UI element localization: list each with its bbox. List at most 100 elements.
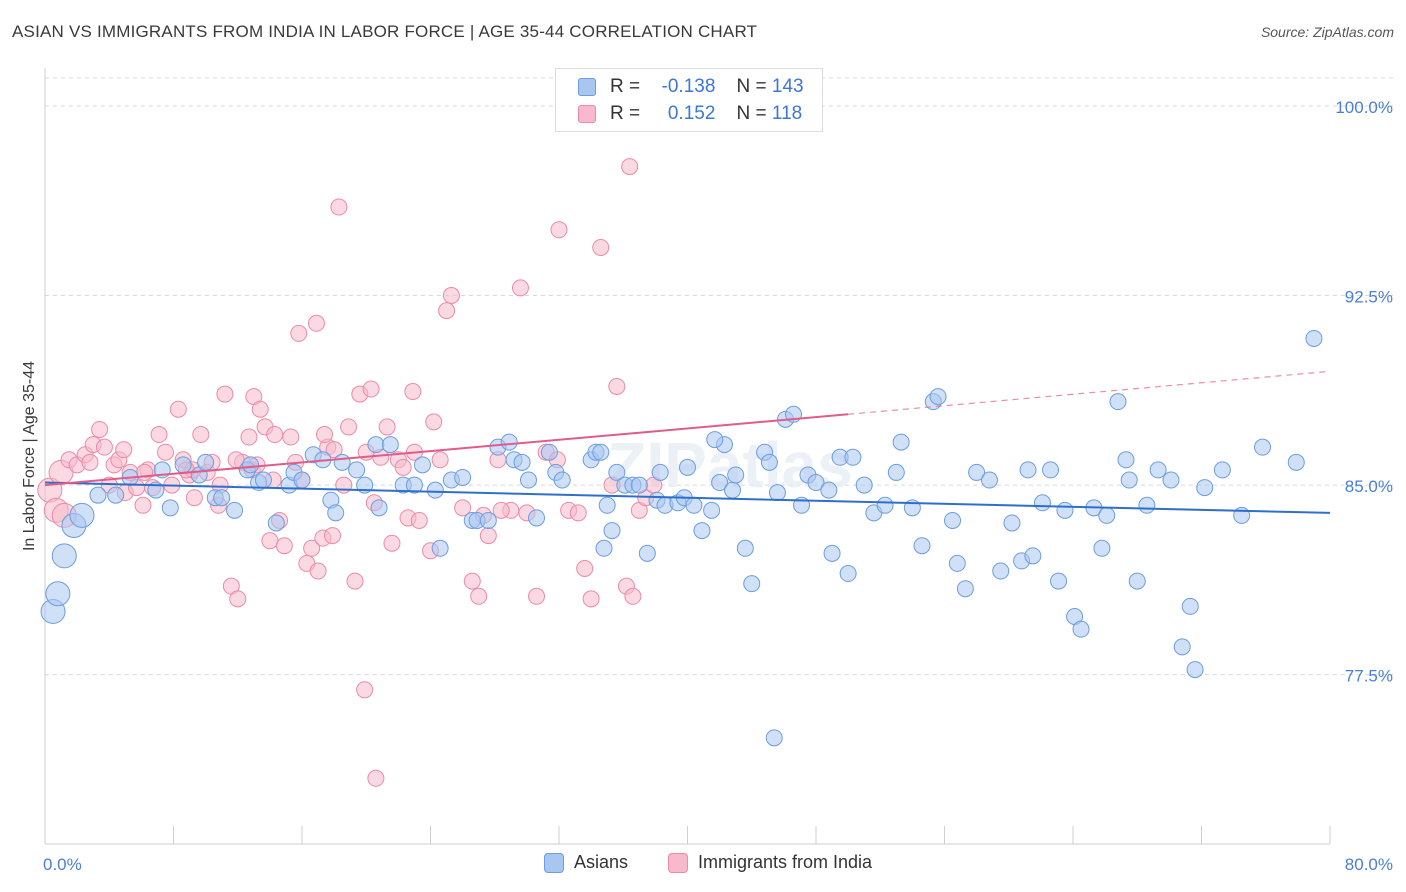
asian-point [333,453,351,471]
asian-point [1109,393,1127,411]
india-point [290,324,308,342]
asian-point [638,544,656,562]
asian-point [1003,514,1021,532]
r-label: R = [610,76,641,97]
legend-item-asians[interactable]: Asians [544,852,628,873]
asian-point [1072,620,1090,638]
asian-point [1098,506,1116,524]
asian-point [540,443,558,461]
asian-point [242,456,260,474]
asian-point [1093,539,1111,557]
india-point [216,385,234,403]
india-point [367,769,385,787]
india-point [346,572,364,590]
india-point [261,532,279,550]
r-value: -0.138 [661,76,716,97]
asian-point [760,453,778,471]
stats-legend: R = -0.138 N = 143 R = 0.152 N = 118 [555,68,823,132]
asian-point [1042,461,1060,479]
chart-title: ASIAN VS IMMIGRANTS FROM INDIA IN LABOR … [12,22,758,41]
india-point [340,418,358,436]
n-value: 118 [771,103,803,124]
india-point [115,441,133,459]
asian-point [293,471,311,489]
india-point [362,380,380,398]
asian-point [929,388,947,406]
asian-point [431,539,449,557]
stats-row-asians: R = -0.138 N = 143 [578,76,804,98]
india-swatch [578,105,596,123]
asian-point [892,433,910,451]
asian-point [479,511,497,529]
asian-point [630,476,648,494]
asian-point [820,481,838,499]
india-point [251,400,269,418]
y-tick-label: 85.0% [1345,477,1393,496]
india-point [81,453,99,471]
asian-points [40,329,1323,747]
asian-point [839,565,857,583]
india-point [307,314,325,332]
india-trend-line [44,413,849,487]
india-point [134,496,152,514]
asian-point [823,544,841,562]
india-point [438,302,456,320]
india-point [275,537,293,555]
india-point [378,418,396,436]
india-point [442,286,460,304]
asian-point [1254,438,1272,456]
asian-point [1287,453,1305,471]
asian-point [51,543,77,569]
asian-point [913,537,931,555]
asian-point [381,436,399,454]
asian-point [528,509,546,527]
india-point [431,451,449,469]
asian-point [595,539,613,557]
asian-point [598,496,616,514]
y-axis-label: In Labor Force | Age 35-44 [21,361,38,551]
asian-point [608,463,626,481]
n-label: N = [736,103,767,124]
r-value: 0.152 [667,103,716,124]
india-trend-extension [848,370,1331,415]
india-point [621,158,639,176]
india-point [425,413,443,431]
india-point [394,458,412,476]
asian-point [968,463,986,481]
x-tick-labels: 0.0% 80.0% [43,855,1393,874]
asian-point [723,481,741,499]
asian-point [213,489,231,507]
india-point [266,426,284,444]
asian-point [693,522,711,540]
asian-point [1050,572,1068,590]
asian-point [765,729,783,747]
india-point [479,527,497,545]
india-point [136,463,154,481]
india-point [150,426,168,444]
asian-point [405,476,423,494]
india-point [169,400,187,418]
asian-point [685,496,703,514]
asian-point [948,554,966,572]
asian-point [1162,471,1180,489]
india-point [309,562,327,580]
india-point [282,428,300,446]
india-point [492,501,510,519]
stats-row-india: R = 0.152 N = 118 [578,103,802,125]
india-point [356,681,374,699]
asian-point [1186,661,1204,679]
india-point [410,511,428,529]
asian-point [1149,461,1167,479]
india-point [404,383,422,401]
india-legend-swatch [668,852,688,873]
asian-point [807,474,825,492]
asians-swatch [578,78,596,96]
asian-point [370,499,388,517]
asian-point [519,471,537,489]
asian-point [69,502,95,528]
legend-item-india[interactable]: Immigrants from India [668,852,872,873]
series-legend: Asians Immigrants from India [0,852,1406,876]
asian-point [768,484,786,502]
india-point [192,426,210,444]
